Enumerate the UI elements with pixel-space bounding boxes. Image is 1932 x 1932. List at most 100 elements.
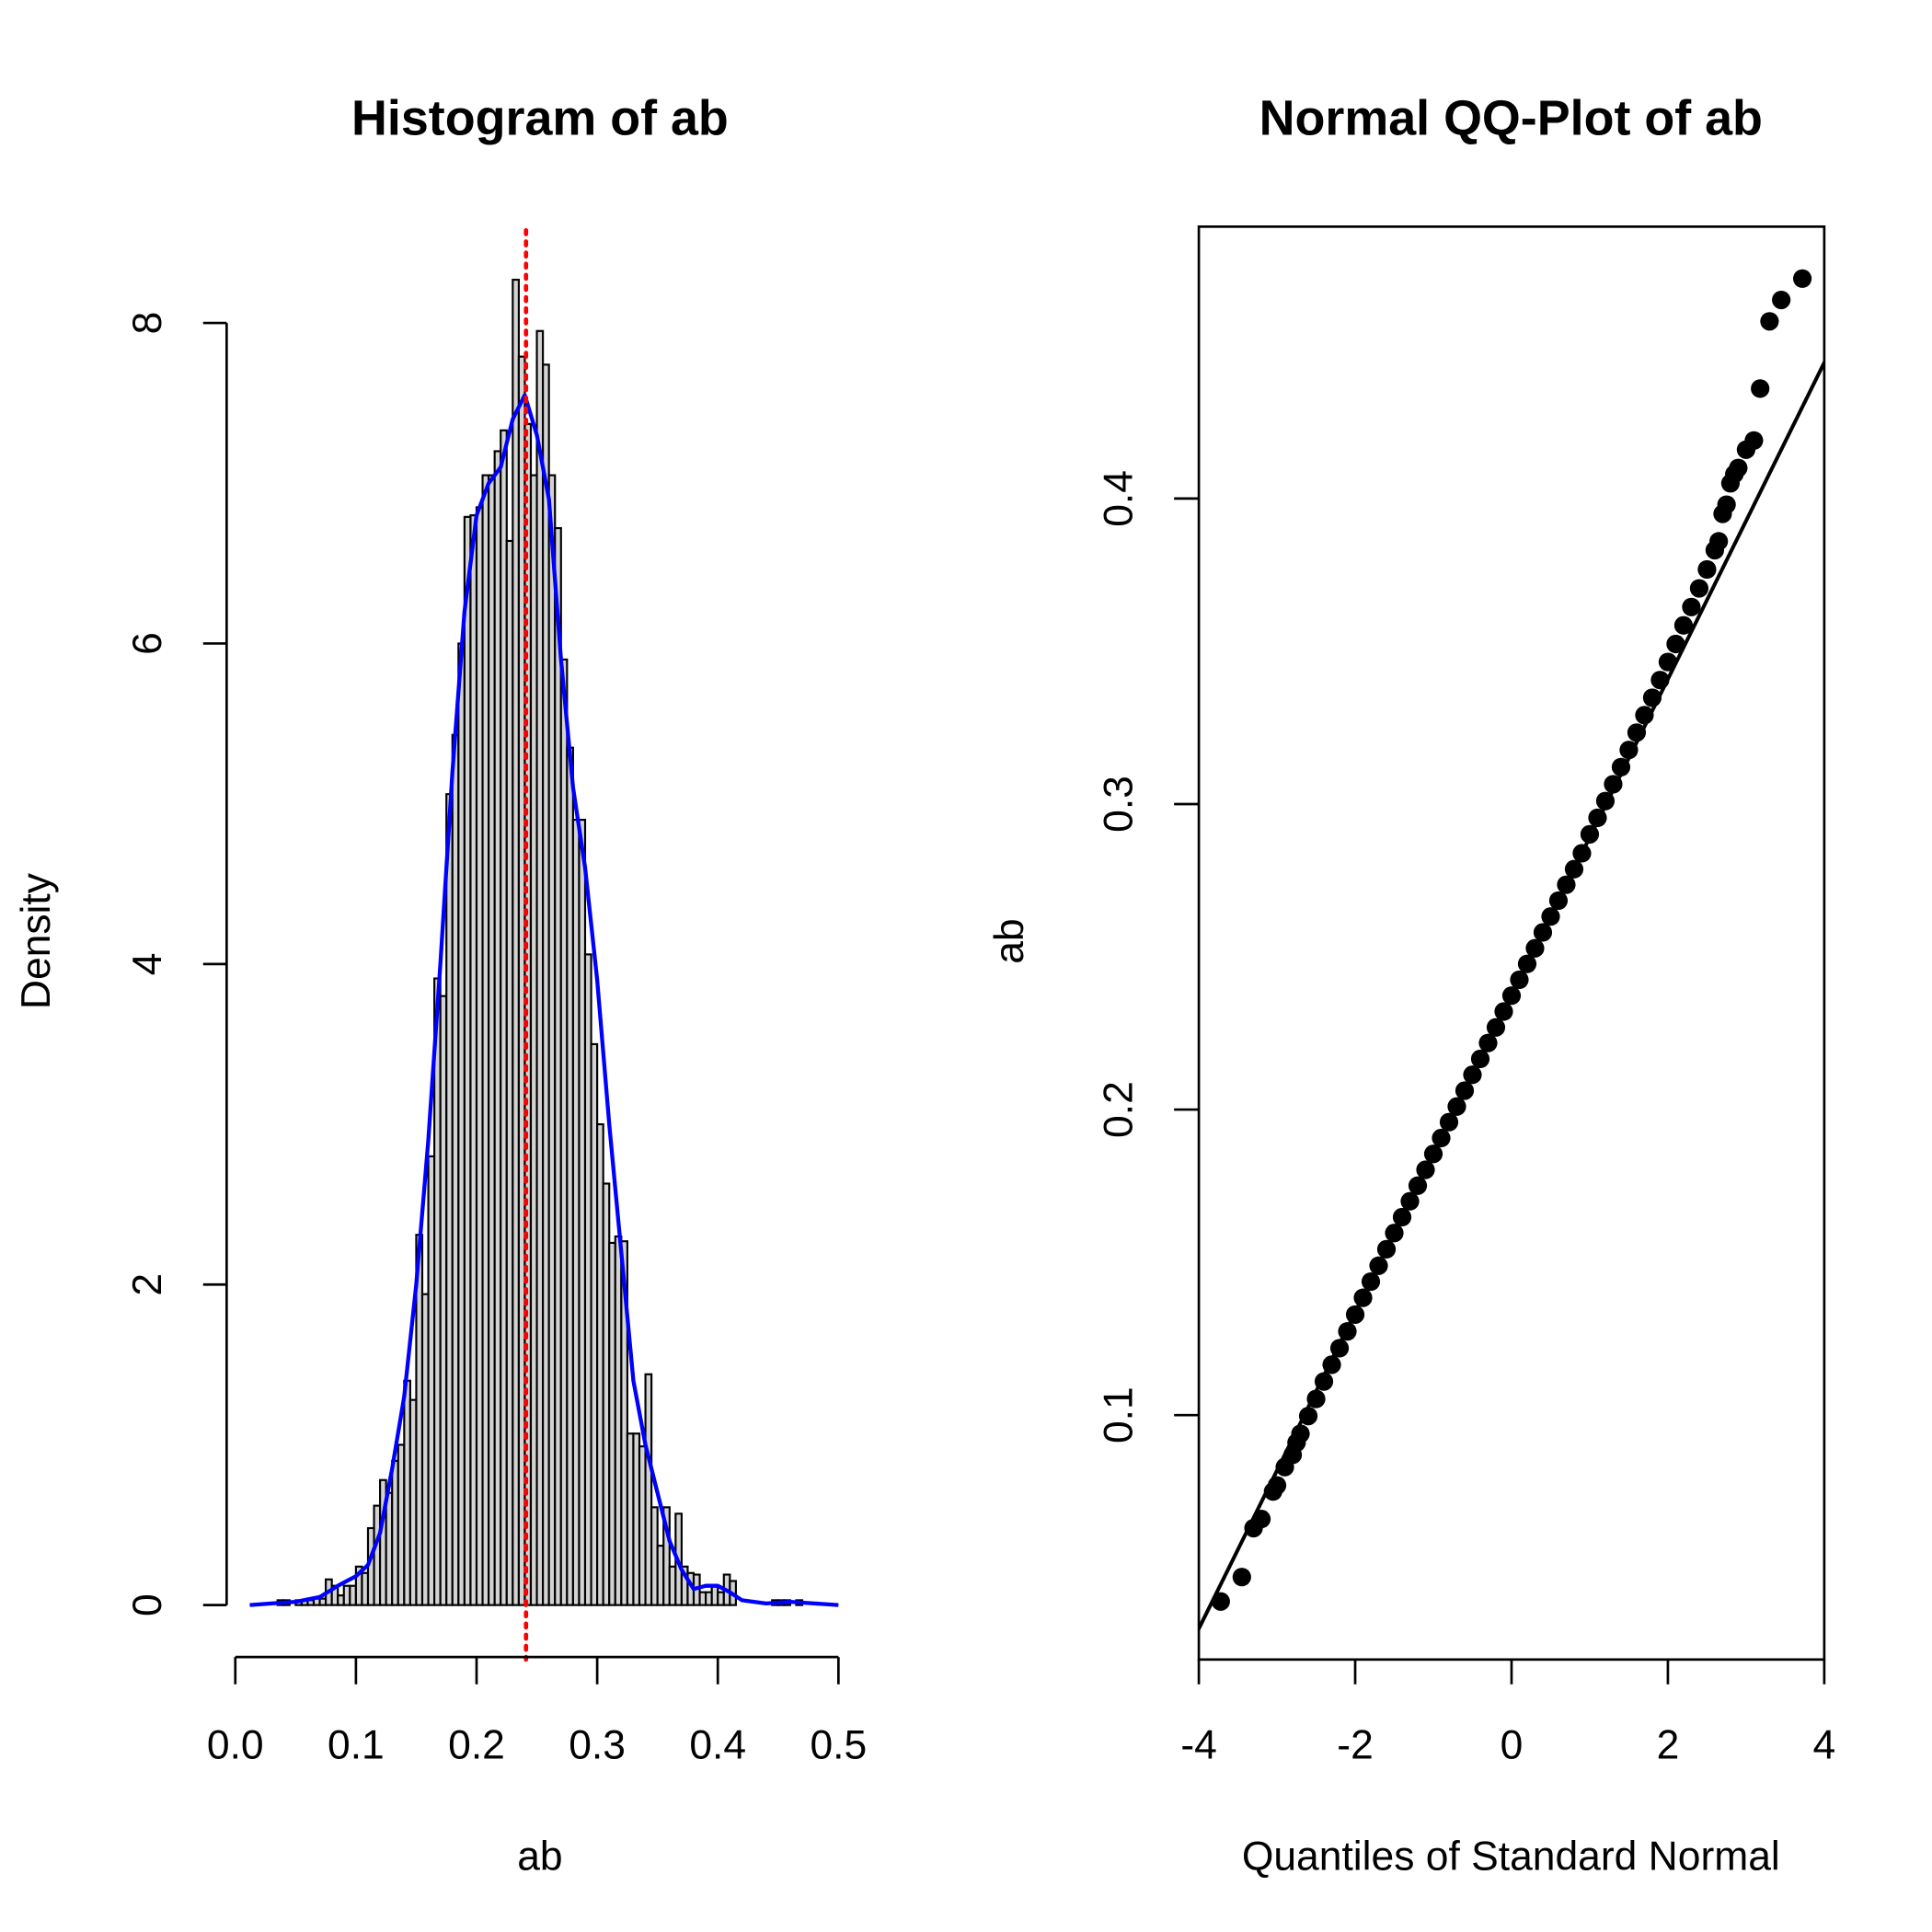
x-tick-label: -2 [1337,1723,1373,1768]
qq-point [1298,1407,1318,1426]
qq-point [1314,1372,1334,1391]
histogram-x-label: ab [517,1834,562,1880]
x-tick-label: 2 [1657,1723,1680,1768]
y-tick-label: 0 [125,1593,170,1616]
histogram-title: Histogram of ab [351,91,729,146]
qq-point [1470,1049,1490,1069]
qq-point [1251,1509,1271,1529]
qq-point [1729,458,1748,477]
qq-point [1666,634,1685,654]
histogram-bar [644,1373,653,1606]
qq-point [1338,1322,1357,1341]
qq-point [1751,379,1770,398]
y-tick-label: 0.4 [1096,470,1141,527]
histogram-bars [249,228,839,1662]
y-tick-label: 2 [125,1273,170,1296]
qq-point [1525,938,1545,958]
qq-point [1400,1191,1420,1211]
x-tick-label: 0.2 [448,1723,505,1768]
density-curve [249,393,839,1607]
qq-point [1494,1002,1513,1021]
qq-point [1580,824,1600,844]
qq-point [1478,1033,1498,1052]
qq-y-label: ab [987,918,1032,963]
qq-point [1689,579,1709,598]
y-tick-label: 0.1 [1096,1386,1141,1443]
histogram-y-label: Density [14,872,59,1009]
y-tick-label: 6 [125,632,170,655]
qq-point [1392,1207,1412,1227]
x-tick-label: 0.4 [689,1723,746,1768]
qq-title: Normal QQ-Plot of ab [1259,91,1763,146]
qq-point [1267,1476,1287,1495]
qq-point [1541,907,1560,926]
x-tick-label: 0.5 [810,1723,867,1768]
qq-point [1455,1081,1475,1100]
qq-point [1619,741,1639,760]
y-tick-label: 0.2 [1096,1081,1141,1138]
histogram-bar [620,1240,628,1606]
qq-point [1548,891,1569,911]
histogram-bar [662,1506,671,1606]
qq-point [1408,1176,1428,1195]
qq-point [1439,1112,1459,1132]
qq-point [1501,986,1522,1006]
qq-point [1658,652,1678,672]
qq-point [1588,808,1607,828]
qq-point [1760,312,1779,331]
qq-point [1682,597,1701,616]
qq-point [1510,970,1529,990]
qq-point [1211,1592,1230,1611]
qq-point [1291,1424,1310,1443]
qq-point [1792,269,1812,288]
qq-point [1517,954,1537,973]
qq-point [1423,1144,1443,1164]
qq-point [1232,1568,1251,1587]
qq-point [1572,844,1592,863]
y-tick-label: 0.3 [1096,776,1141,833]
qq-point [1642,688,1662,707]
qq-point [1376,1239,1397,1259]
qq-point [1772,290,1791,310]
x-tick-label: -4 [1180,1723,1216,1768]
y-tick-label: 4 [125,952,170,975]
qq-point [1697,559,1717,580]
qq-point [1650,671,1670,690]
qq-point [1447,1097,1466,1116]
qq-point [1361,1271,1381,1292]
qq-point [1564,859,1584,879]
qq-point [1611,757,1631,776]
qq-point [1627,723,1647,742]
qq-point [1557,875,1576,894]
qq-panel: Normal QQ-Plot of ab Quantiles of Standa… [987,91,1836,1880]
qq-point [1329,1339,1350,1358]
qq-point [1306,1389,1326,1409]
histogram-axes: 0 2 4 6 8 0.0 0.1 0.2 0.3 0.4 0.5 [125,312,867,1768]
qq-point [1744,431,1764,450]
x-tick-label: 0.3 [569,1723,626,1768]
histogram-panel: Histogram of ab ab Density 0 2 4 6 8 0.0 0.1 0.… [14,91,867,1880]
qq-point [1533,923,1553,942]
qq-x-label: Quantiles of Standard Normal [1242,1834,1780,1880]
qq-point [1369,1256,1388,1275]
qq-point [1635,706,1654,725]
qq-marks [1199,269,1824,1633]
qq-point [1345,1305,1365,1325]
qq-point [1385,1224,1404,1243]
qq-point [1322,1355,1341,1374]
qq-point [1673,615,1694,635]
qq-point [1595,791,1616,811]
x-tick-label: 0.1 [328,1723,385,1768]
qq-plot-area: 0.1 0.2 0.3 0.4 -4 -2 0 2 4 [1096,224,1836,1768]
x-tick-label: 0 [1501,1723,1524,1768]
qq-point [1486,1018,1506,1037]
qq-point [1709,532,1729,551]
qq-point [1604,775,1623,794]
y-tick-label: 8 [125,312,170,335]
qq-point [1463,1065,1482,1085]
qq-point [1353,1288,1373,1307]
qq-point [1717,495,1736,514]
x-tick-label: 4 [1813,1723,1836,1768]
qq-point [1432,1128,1451,1148]
